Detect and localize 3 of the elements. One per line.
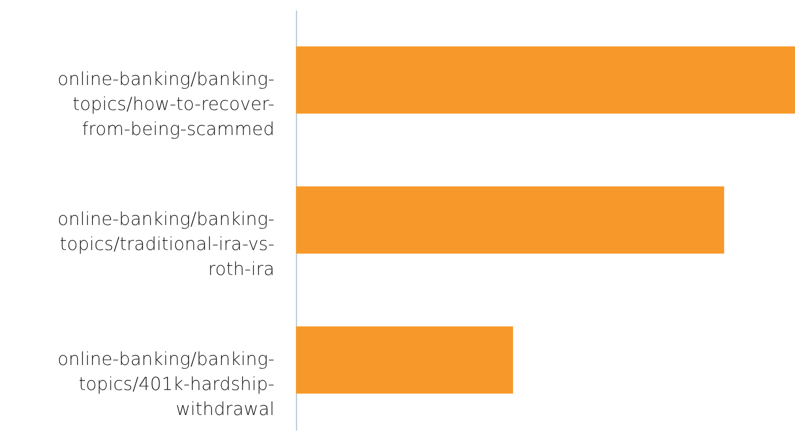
y-tick-label: online-banking/banking-topics/401k-hardship-withdrawal [58, 349, 274, 420]
y-tick-label: online-banking/banking-topics/how-to-recover-from-being-scammed [58, 69, 274, 140]
y-tick-label: online-banking/banking-topics/traditional-ira-vs-roth-ira [58, 209, 274, 280]
